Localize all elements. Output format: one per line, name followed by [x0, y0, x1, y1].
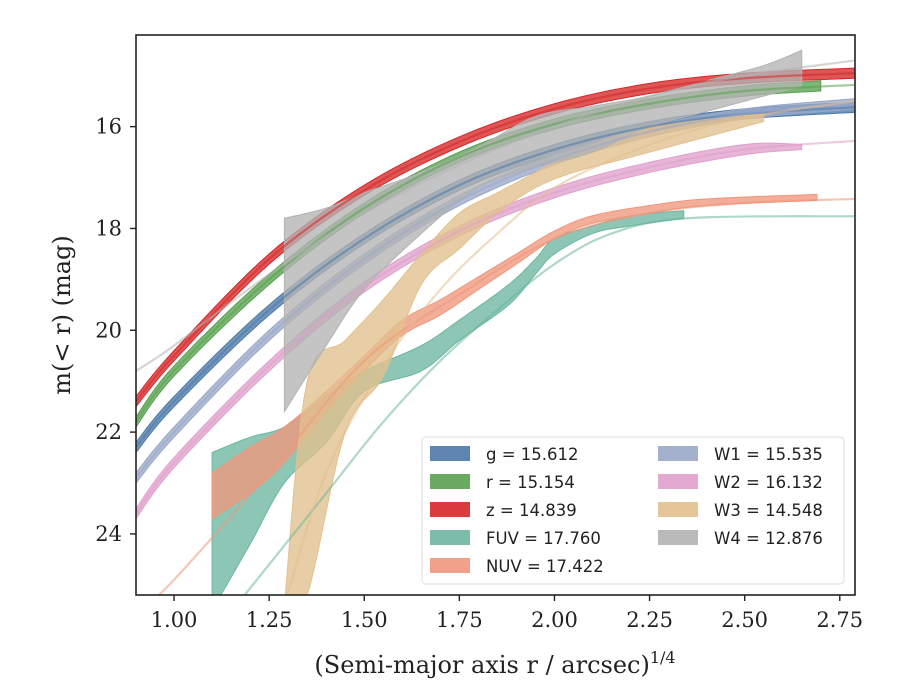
model-curve-w1 — [136, 102, 855, 479]
x-tick-label: 1.25 — [246, 608, 293, 632]
legend-swatch-r — [430, 474, 470, 489]
model-curves — [136, 59, 855, 595]
model-curve-w2 — [136, 139, 855, 515]
legend-swatch-w4 — [658, 530, 698, 545]
legend-entry-r: r = 15.154 — [430, 473, 575, 492]
x-tick-label: 1.00 — [151, 608, 198, 632]
y-axis-label: m(< r) (mag) — [48, 235, 76, 394]
x-tick-label: 2.50 — [721, 608, 768, 632]
x-axis-ticks: 1.00 1.25 1.50 1.75 2.00 2.25 2.50 2.75 — [151, 595, 863, 632]
model-curve-w4 — [136, 59, 855, 372]
model-curve-r — [136, 83, 855, 423]
legend-label-fuv: FUV = 17.760 — [486, 529, 601, 548]
legend-label-w1: W1 = 15.535 — [714, 445, 823, 464]
legend-swatch-fuv — [430, 530, 470, 545]
legend-label-z: z = 14.839 — [486, 501, 577, 520]
y-tick-label: 16 — [95, 115, 122, 139]
x-axis-label-superscript: 1/4 — [650, 648, 676, 667]
y-tick-label: 18 — [95, 216, 122, 240]
model-curve-w3 — [286, 100, 855, 595]
legend-swatch-g — [430, 446, 470, 461]
band-w4 — [283, 49, 803, 414]
x-tick-label: 1.50 — [341, 608, 388, 632]
legend-swatch-w3 — [658, 502, 698, 517]
legend-swatch-w1 — [658, 446, 698, 461]
y-tick-label: 24 — [95, 522, 122, 546]
model-curve-fuv — [243, 215, 855, 595]
legend-box — [421, 436, 845, 585]
legend-label-w2: W2 = 16.132 — [714, 473, 823, 492]
model-curve-nuv — [157, 197, 855, 595]
legend-label-g: g = 15.612 — [486, 445, 579, 464]
legend-swatch-w2 — [658, 474, 698, 489]
legend-entry-nuv: NUV = 17.422 — [430, 557, 604, 576]
plot-frame — [135, 34, 856, 596]
legend-label-w3: W3 = 14.548 — [714, 501, 823, 520]
legend: g = 15.612 r = 15.154 z = 14.839 FUV = 17.7… — [421, 436, 845, 585]
model-curve-g — [136, 106, 855, 449]
legend-entry-w1: W1 = 15.535 — [658, 445, 823, 464]
legend-swatch-nuv — [430, 558, 470, 573]
x-tick-label: 2.75 — [816, 608, 863, 632]
y-tick-label: 22 — [95, 420, 122, 444]
x-axis-label: (Semi-major axis r / arcsec)1/4 — [314, 648, 675, 679]
legend-entry-z: z = 14.839 — [430, 501, 577, 520]
legend-label-nuv: NUV = 17.422 — [486, 557, 604, 576]
legend-label-w4: W4 = 12.876 — [714, 529, 823, 548]
x-tick-label: 1.75 — [436, 608, 483, 632]
legend-entry-w3: W3 = 14.548 — [658, 501, 823, 520]
legend-entry-w2: W2 = 16.132 — [658, 473, 823, 492]
legend-entry-fuv: FUV = 17.760 — [430, 529, 601, 548]
x-tick-label: 2.25 — [626, 608, 673, 632]
y-tick-label: 20 — [95, 318, 122, 342]
legend-entry-w4: W4 = 12.876 — [658, 529, 823, 548]
legend-label-r: r = 15.154 — [486, 473, 575, 492]
x-tick-label: 2.00 — [531, 608, 578, 632]
y-axis-ticks: 16 18 20 22 24 — [95, 115, 136, 546]
legend-swatch-z — [430, 502, 470, 517]
legend-entry-g: g = 15.612 — [430, 445, 579, 464]
